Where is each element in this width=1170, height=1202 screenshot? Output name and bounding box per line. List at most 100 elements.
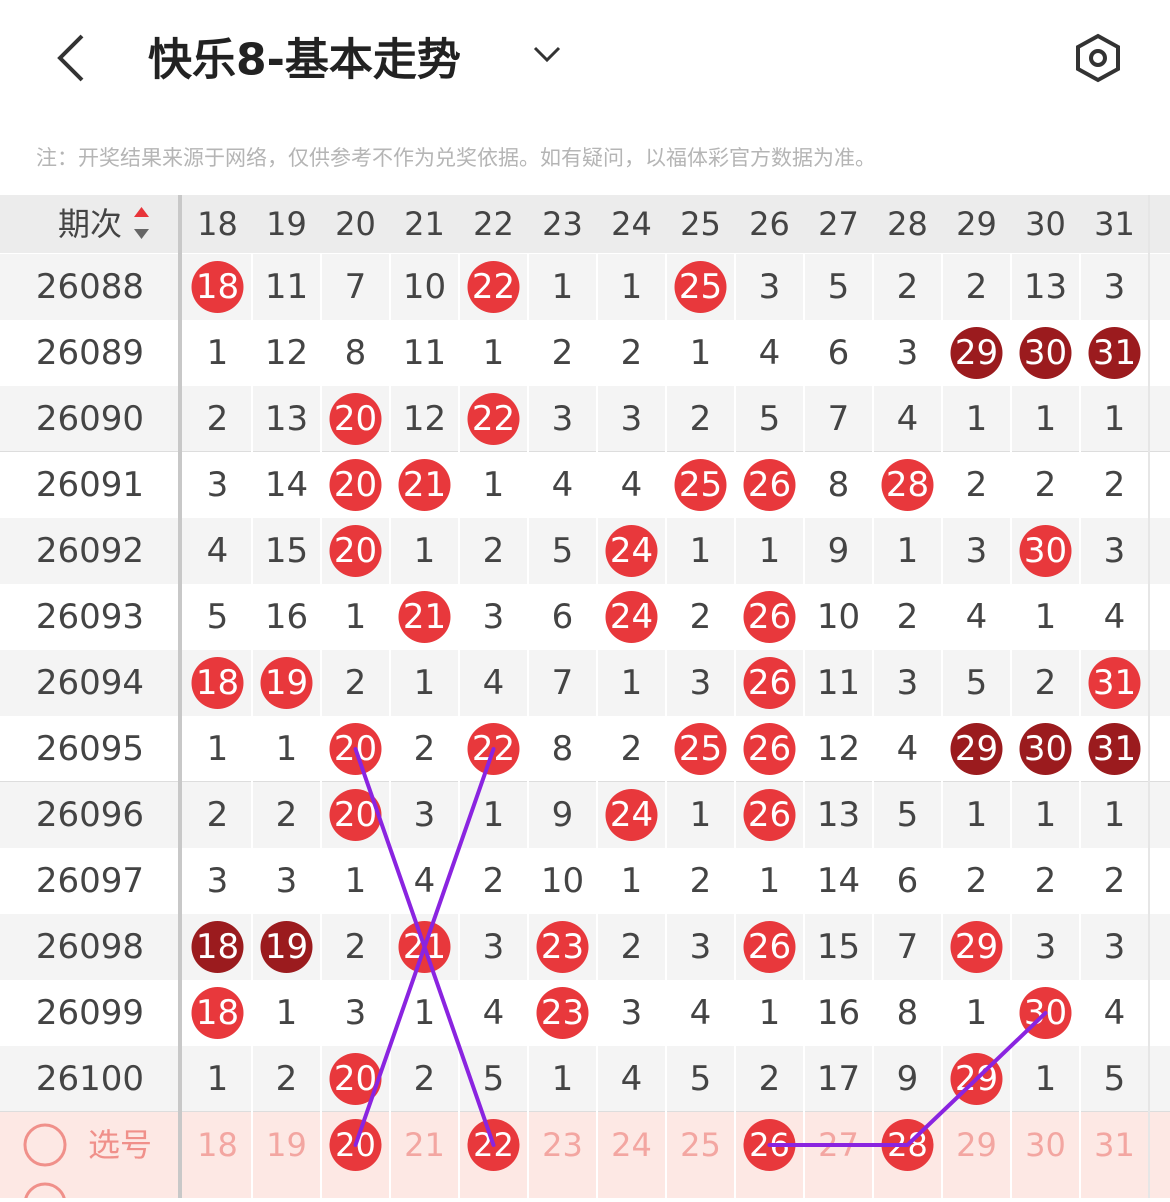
cell-value: 2	[414, 1059, 436, 1099]
cell-value: 26	[748, 663, 791, 703]
cell-value: 6	[897, 861, 919, 901]
settings-button[interactable]	[1076, 33, 1120, 83]
cell-value: 7	[897, 927, 919, 967]
cell-value: 5	[207, 597, 229, 637]
cell-value: 20	[334, 399, 377, 439]
period: 26090	[36, 399, 144, 439]
hit-ball	[329, 789, 382, 841]
cell-value: 4	[483, 993, 505, 1033]
period: 26089	[36, 333, 144, 373]
cell-value: 15	[265, 531, 308, 571]
hit-ball	[191, 921, 244, 973]
cell-value: 18	[196, 663, 239, 703]
hit-ball	[605, 591, 658, 643]
cell-value: 16	[817, 993, 860, 1033]
cell-value: 22	[472, 267, 515, 307]
cell-value: 1	[483, 465, 505, 505]
cell-value: 10	[403, 267, 446, 307]
cell-value: 4	[414, 861, 436, 901]
cell-value: 3	[207, 861, 229, 901]
cell-value: 2	[621, 729, 643, 769]
column-header: 23	[542, 205, 583, 243]
cell-value: 3	[690, 927, 712, 967]
cell-value: 1	[621, 663, 643, 703]
cell-value: 1	[621, 267, 643, 307]
row-bg	[0, 518, 1170, 584]
select-number: 21	[404, 1126, 445, 1164]
cell-value: 5	[828, 267, 850, 307]
cell-value: 1	[690, 333, 712, 373]
column-header: 24	[611, 205, 652, 243]
cell-value: 3	[621, 399, 643, 439]
cell-value: 1	[552, 267, 574, 307]
cell-value: 4	[966, 597, 988, 637]
cell-value: 3	[483, 927, 505, 967]
select-number: 19	[266, 1126, 307, 1164]
cell-value: 8	[897, 993, 919, 1033]
cell-value: 2	[414, 729, 436, 769]
cell-value: 1	[207, 729, 229, 769]
cell-value: 12	[403, 399, 446, 439]
cell-value: 1	[690, 531, 712, 571]
cell-value: 5	[552, 531, 574, 571]
column-header: 27	[818, 205, 859, 243]
hit-ball	[191, 987, 244, 1039]
select-radio-2	[23, 1182, 67, 1202]
hit-ball	[950, 921, 1003, 973]
cell-value: 1	[276, 993, 298, 1033]
cell-value: 6	[828, 333, 850, 373]
row-bg	[0, 386, 1170, 452]
cell-value: 6	[552, 597, 574, 637]
hit-ball	[743, 459, 796, 511]
page-title: 快乐8-基本走势	[148, 35, 461, 86]
hit-ball	[950, 723, 1003, 775]
cell-value: 10	[541, 861, 584, 901]
hit-ball	[329, 459, 382, 511]
hit-ball	[743, 591, 796, 643]
cell-value: 7	[552, 663, 574, 703]
hit-ball	[1088, 657, 1141, 709]
back-button[interactable]	[57, 34, 84, 82]
cell-value: 10	[817, 597, 860, 637]
cell-value: 1	[345, 597, 367, 637]
trend-line	[767, 1011, 1048, 1147]
hit-ball	[1019, 327, 1072, 379]
cell-value: 18	[196, 993, 239, 1033]
period: 26100	[36, 1059, 144, 1099]
cell-value: 3	[759, 267, 781, 307]
cell-value: 1	[345, 861, 367, 901]
cell-value: 4	[759, 333, 781, 373]
row-bg	[0, 452, 1170, 518]
row-bg	[0, 584, 1170, 650]
cell-value: 8	[345, 333, 367, 373]
cell-value: 23	[541, 927, 584, 967]
cell-value: 18	[196, 927, 239, 967]
hit-ball	[191, 261, 244, 313]
row-bg	[0, 782, 1170, 848]
cell-value: 1	[1035, 597, 1057, 637]
cell-value: 21	[403, 465, 446, 505]
column-header: 28	[887, 205, 928, 243]
cell-value: 2	[966, 861, 988, 901]
select-number: 29	[956, 1126, 997, 1164]
hit-ball	[467, 261, 520, 313]
cell-value: 5	[1104, 1059, 1126, 1099]
cell-value: 31	[1093, 729, 1136, 769]
cell-value: 2	[345, 663, 367, 703]
column-header: 30	[1025, 205, 1066, 243]
cell-value: 1	[552, 1059, 574, 1099]
cell-value: 31	[1093, 333, 1136, 373]
cell-value: 19	[265, 663, 308, 703]
hit-ball	[329, 525, 382, 577]
dropdown-button[interactable]	[533, 46, 561, 63]
cell-value: 3	[690, 663, 712, 703]
hit-ball	[743, 789, 796, 841]
period: 26091	[36, 465, 144, 505]
select-number: 31	[1094, 1126, 1135, 1164]
cell-value: 18	[196, 267, 239, 307]
cell-value: 2	[897, 267, 919, 307]
cell-value: 2	[966, 267, 988, 307]
cell-value: 4	[897, 399, 919, 439]
hit-ball	[743, 657, 796, 709]
